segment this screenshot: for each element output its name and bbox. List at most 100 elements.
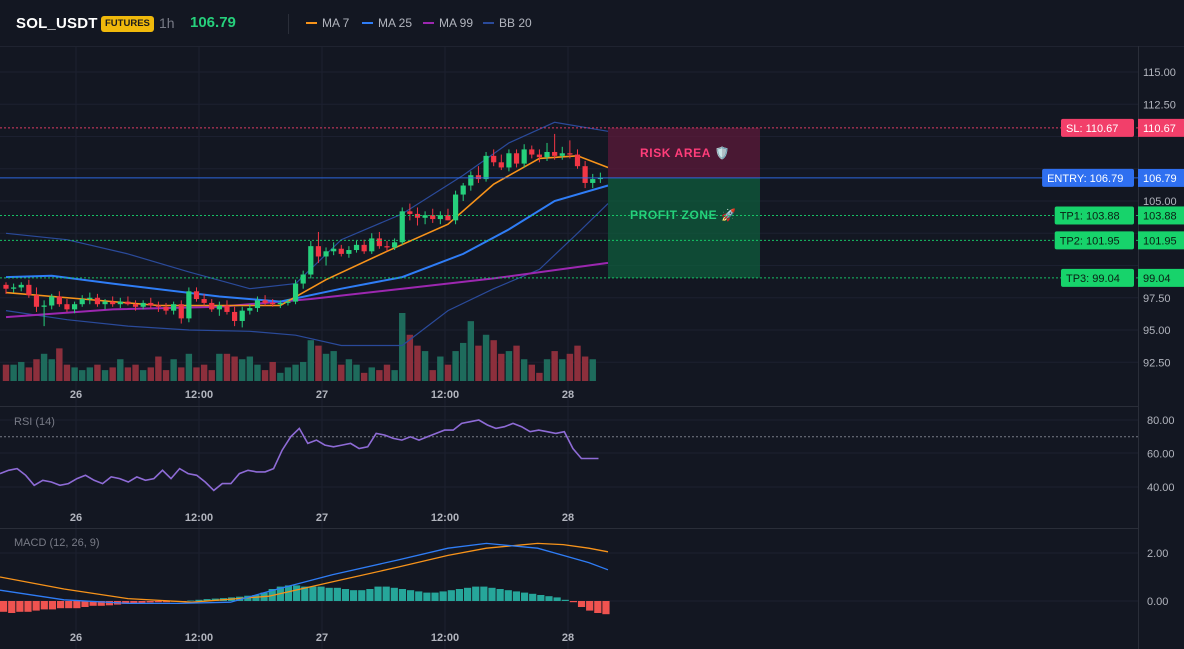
candle-body	[224, 305, 230, 312]
symbol-title[interactable]: SOL_USDT	[16, 15, 98, 32]
macd-hist-bar	[423, 592, 431, 601]
macd-hist-bar	[407, 590, 415, 601]
legend-ma7[interactable]: MA 7	[306, 16, 349, 30]
rsi-pane[interactable]: RSI (14) 80.00 60.00 40.00	[0, 415, 1175, 494]
macd-hist-bar	[130, 601, 138, 604]
volume-bar	[437, 356, 444, 381]
level-tag	[1061, 118, 1134, 137]
header-divider	[288, 14, 289, 34]
candle-body	[216, 305, 222, 310]
candle-body	[392, 242, 398, 248]
candle-body	[292, 283, 299, 302]
candle-body	[247, 308, 253, 311]
macd-lines	[0, 542, 610, 615]
macd-hist-bar	[252, 595, 260, 601]
candle-body	[285, 301, 291, 303]
macd-hist-bar	[293, 585, 301, 601]
candle-body	[567, 153, 573, 155]
profit-zone-label: PROFIT ZONE 🚀	[630, 208, 737, 222]
candle-body	[262, 300, 268, 303]
candle-body	[338, 248, 344, 254]
macd-hist-bar	[561, 599, 569, 601]
volume-bar	[376, 370, 383, 381]
macd-hist-bar	[24, 601, 32, 612]
price-tick-label: 97.50	[1143, 293, 1171, 305]
volume-bar	[391, 370, 398, 381]
macd-hist-bar	[366, 589, 374, 601]
timeframe-label[interactable]: 1h	[159, 15, 175, 31]
level-price-tag	[1138, 206, 1184, 225]
volume-bar	[421, 351, 429, 381]
candle-body	[11, 287, 17, 289]
macd-pane[interactable]: MACD (12, 26, 9) 2.00 0.00	[0, 537, 1168, 615]
volume-bar	[490, 340, 497, 381]
pane-divider-rsi	[0, 406, 1138, 407]
macd-hist-bar	[415, 591, 423, 601]
candle-body	[87, 297, 93, 300]
candle-body	[483, 155, 489, 180]
candle-body	[544, 151, 550, 158]
macd-tick-label: 0.00	[1147, 596, 1168, 608]
time-tick-label: 12:00	[185, 632, 213, 644]
volume-bar	[216, 353, 223, 381]
macd-hist-bar	[89, 601, 97, 606]
price-pane[interactable]: RISK AREA 🛡️ PROFIT ZONE 🚀 SL: 110.67 110.…	[0, 67, 1184, 381]
time-tick-label: 26	[70, 512, 82, 524]
macd-hist-bar	[350, 590, 358, 601]
level-price-value: 99.04	[1143, 273, 1171, 285]
candle-body	[376, 238, 382, 247]
candle-body	[49, 296, 55, 306]
candle-body	[232, 311, 238, 321]
candle-body	[323, 251, 329, 257]
legend-bb20[interactable]: BB 20	[483, 16, 532, 30]
level-tag	[1061, 268, 1134, 287]
candle-body	[452, 194, 459, 221]
volume-bar	[345, 359, 353, 381]
macd-hist-bar	[577, 601, 586, 607]
macd-hist-bar	[325, 587, 333, 601]
volume-bar	[277, 372, 284, 381]
bb-upper-line	[5, 121, 609, 290]
candle-body	[491, 155, 497, 163]
volume-bar	[399, 313, 406, 381]
price-tick-label: 92.50	[1143, 357, 1171, 369]
volume-bar	[147, 367, 154, 381]
volume-bar	[178, 367, 185, 381]
volume-bar	[322, 353, 330, 381]
volume-bar	[185, 353, 193, 381]
legend-label: MA 7	[322, 16, 350, 30]
candle-body	[460, 185, 466, 195]
volume-bar	[360, 372, 368, 381]
legend-ma25[interactable]: MA 25	[362, 16, 412, 30]
volume-bar	[63, 364, 71, 381]
volume-bar	[330, 351, 337, 381]
legend-label: BB 20	[499, 16, 532, 30]
candle-body	[18, 284, 24, 288]
volume-bar	[353, 364, 360, 381]
legend-ma99[interactable]: MA 99	[423, 16, 473, 30]
legend-label: MA 99	[439, 16, 474, 30]
volume-bar	[25, 367, 33, 381]
macd-hist-bar	[447, 590, 455, 601]
candle-body	[3, 284, 9, 289]
candle-body	[155, 305, 161, 307]
macd-hist-bar	[455, 589, 464, 601]
legend-swatch	[362, 22, 373, 24]
volume-bar	[536, 372, 543, 381]
rsi-line	[0, 419, 1138, 492]
candle-body	[529, 149, 535, 155]
volume-bar	[520, 359, 528, 381]
price-axis[interactable]: 115.00 112.50 105.00 97.50 95.00 92.50	[1143, 67, 1177, 369]
level-tag	[1054, 231, 1134, 250]
level-tag	[1042, 168, 1134, 187]
volume-bar	[338, 364, 345, 381]
volume-bar	[368, 367, 375, 381]
candle-body	[148, 302, 154, 306]
header-border	[0, 46, 1184, 47]
macd-hist-bar	[309, 586, 317, 601]
volume-bar	[162, 370, 170, 381]
volume-bar	[139, 370, 147, 381]
pane-divider-macd	[0, 528, 1138, 529]
volume-bar	[513, 345, 520, 381]
